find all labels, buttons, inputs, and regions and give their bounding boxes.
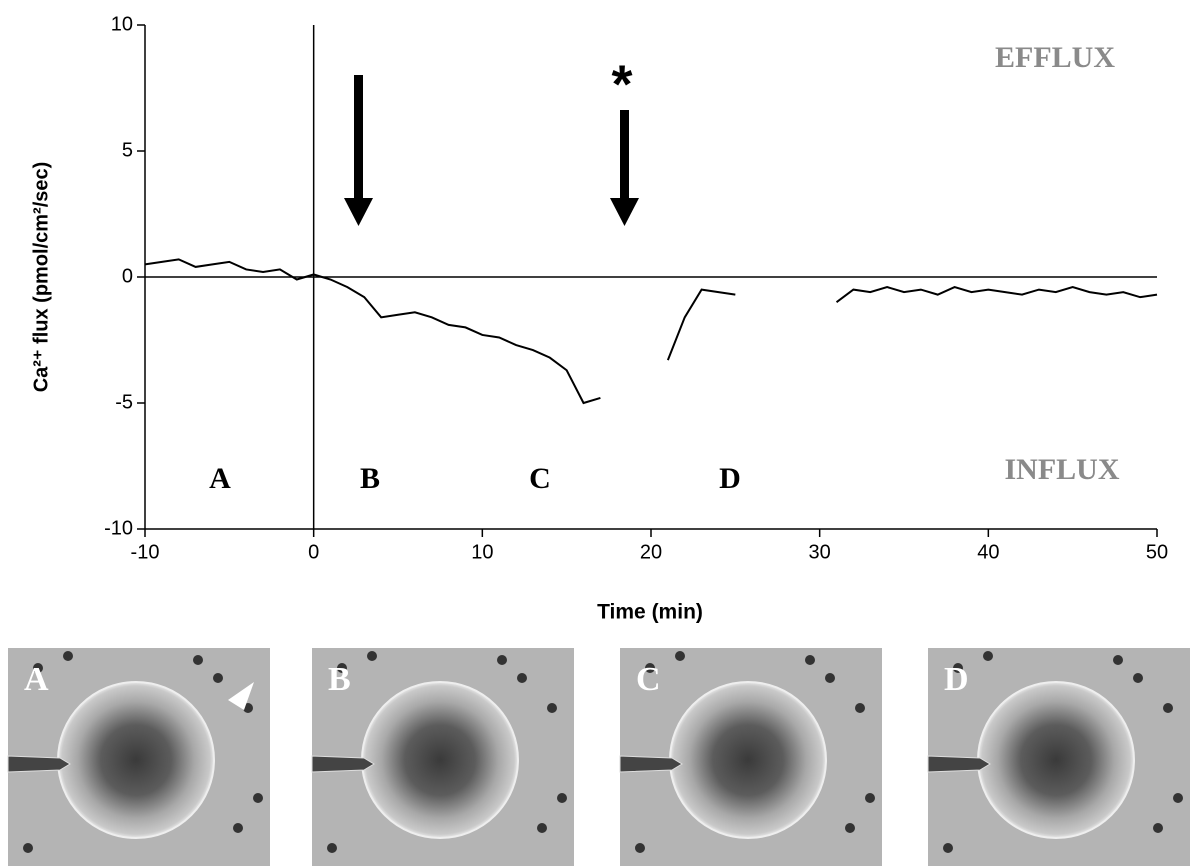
particle [1133,673,1143,683]
annotation: INFLUX [1004,453,1119,486]
y-tick-label: 5 [122,139,133,161]
pipette [311,755,375,773]
x-tick-label: 10 [471,541,493,563]
x-tick-label: 20 [640,541,662,563]
y-tick-label: 10 [111,13,133,35]
panel-label: C [636,661,661,698]
particle [337,663,347,673]
x-tick-label: -10 [131,541,160,563]
particle [635,843,645,853]
annotation: A [209,462,231,495]
particle [1173,793,1183,803]
particle [943,843,953,853]
x-tick-label: 40 [977,541,999,563]
particle [547,703,557,713]
x-axis-label: Time (min) [597,601,703,624]
cell [57,681,215,839]
particle [1163,703,1173,713]
particle [983,651,993,661]
particle [1113,655,1123,665]
pipette [7,755,71,773]
panel-label: D [944,661,969,698]
particle [253,793,263,803]
pipette [927,755,991,773]
cell [669,681,827,839]
data-line [144,258,1158,405]
particle [233,823,243,833]
particle [497,655,507,665]
particle [865,793,875,803]
annotation: B [360,462,380,495]
particle [675,651,685,661]
particle [367,651,377,661]
particle [953,663,963,673]
pointer [228,682,254,710]
annotation: EFFLUX [995,41,1115,74]
y-axis-label: Ca²⁺ flux (pmol/cm²/sec) [30,162,52,393]
x-tick-label: 30 [809,541,831,563]
particle [193,655,203,665]
cell [977,681,1135,839]
annotation: D [719,462,741,495]
annotation: * [611,54,632,114]
chart: Ca²⁺ flux (pmol/cm²/sec) Time (min) EFFL… [30,13,1168,624]
panel-label: B [328,661,351,698]
particle [855,703,865,713]
particle [213,673,223,683]
particle [537,823,547,833]
x-tick-label: 50 [1146,541,1168,563]
particle [645,663,655,673]
particle [1153,823,1163,833]
micrograph: A [7,648,270,866]
particle [517,673,527,683]
cell [361,681,519,839]
particle [557,793,567,803]
particle [63,651,73,661]
y-tick-label: -10 [104,517,133,539]
particle [327,843,337,853]
micrograph: B [311,648,574,866]
y-tick-label: -5 [115,391,133,413]
particle [33,663,43,673]
micrographs: A B C D [7,648,1190,866]
x-tick-label: 0 [308,541,319,563]
particle [23,843,33,853]
y-tick-label: 0 [122,265,133,287]
panel-label: A [24,661,49,698]
particle [805,655,815,665]
annotation: C [529,462,551,495]
arrow [610,110,639,226]
particle [825,673,835,683]
micrograph: C [619,648,882,866]
particle [845,823,855,833]
micrograph: D [927,648,1190,866]
pipette [619,755,683,773]
arrow [344,75,373,226]
